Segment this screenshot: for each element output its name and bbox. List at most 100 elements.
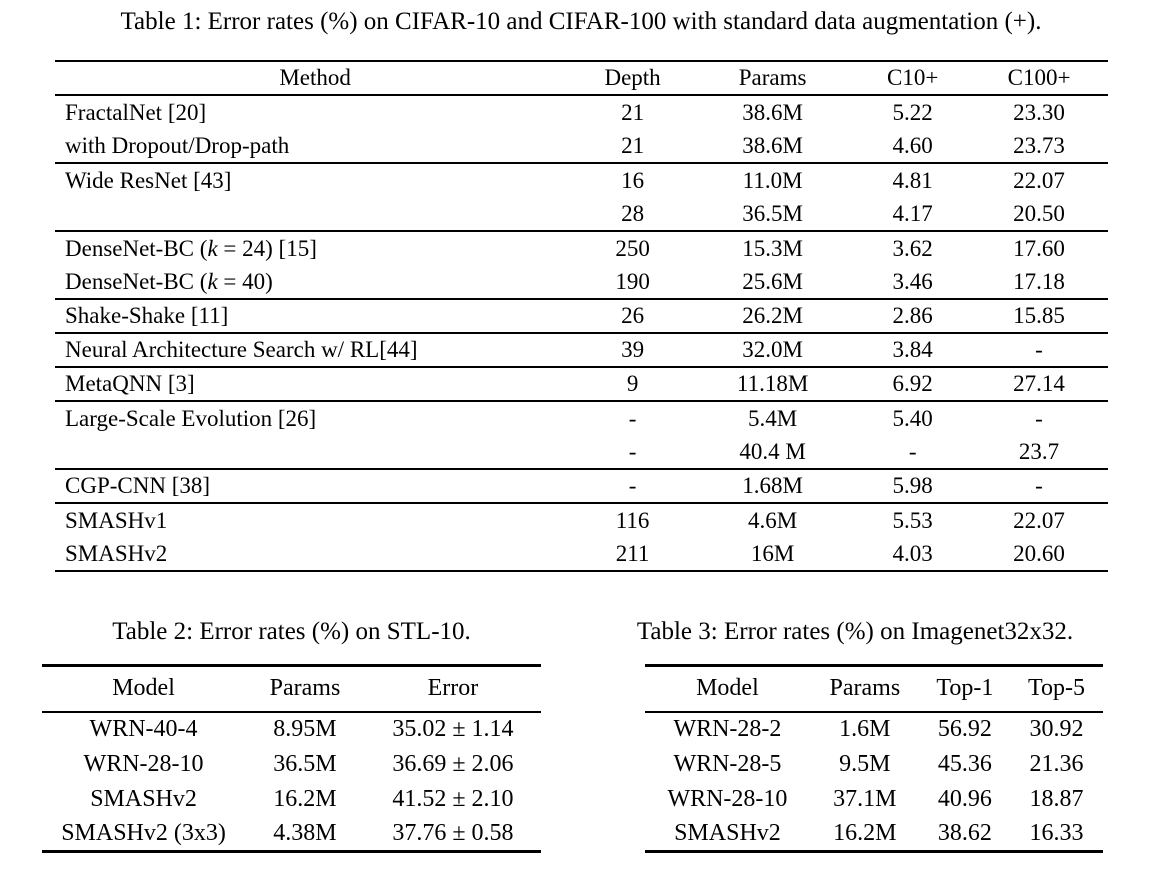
table2-header: Model Params Error (42, 666, 541, 712)
table1-group-3: DenseNet-BC (k = 24) [15] 250 15.3M 3.62 17.… (55, 231, 1108, 299)
table-row: Wide ResNet [43] 16 11.0M 4.81 22.07 (55, 163, 1108, 197)
table-cell: 15.85 (1013, 303, 1065, 328)
table-cell: - (628, 473, 637, 498)
table-cell: 22.07 (1013, 507, 1065, 533)
table1-header-row: Method Depth Params C10+ C100+ (55, 61, 1108, 95)
table-cell: - (1035, 337, 1043, 362)
table3-col-top-5: Top-5 (1028, 675, 1085, 702)
table1-group-1: FractalNet [20] 21 38.6M 5.22 23.30 with Drop… (55, 95, 1108, 163)
table-cell: DenseNet-BC (k = 24) [15] (65, 235, 317, 261)
table-cell: FractalNet [20] (65, 99, 207, 125)
table-row: - 40.4 M - 23.7 (55, 435, 1108, 469)
table-cell: 17.18 (1013, 268, 1065, 294)
table1-col-c100-: C100+ (1007, 65, 1071, 90)
table-cell: 23.30 (1013, 99, 1065, 125)
table2-body: WRN-40-4 8.95M 35.02 ± 1.14 WRN-28-10 36.5M 3… (42, 712, 541, 852)
table3-header: Model Params Top-1 Top-5 (645, 666, 1103, 712)
table1-col-depth: Depth (604, 65, 661, 90)
table-cell: 40.4 M (739, 438, 806, 464)
table3-caption: Table 3: Error rates (%) on Imagenet32x3… (636, 618, 1074, 645)
table-cell: 16.2M (273, 785, 337, 812)
table2-header-row: Model Params Error (42, 666, 541, 712)
table-cell: 16M (750, 540, 795, 566)
table-cell: Wide ResNet [43] (65, 167, 232, 193)
table2-col-error: Error (427, 675, 479, 702)
table-cell: 16.33 (1029, 819, 1084, 846)
table-cell: 39 (621, 337, 645, 362)
table-cell: 190 (615, 268, 650, 294)
table-cell: 18.87 (1029, 785, 1084, 812)
table-row: WRN-28-5 9.5M 45.36 21.36 (645, 747, 1103, 782)
table-row: CGP-CNN [38] - 1.68M 5.98 - (55, 469, 1108, 503)
table-cell: 3.84 (892, 337, 933, 362)
table-cell: 5.53 (892, 507, 933, 533)
table-cell: 3.46 (892, 268, 933, 294)
table-cell: CGP-CNN [38] (65, 473, 211, 498)
table-cell: 5.40 (892, 405, 933, 431)
table-row: WRN-40-4 8.95M 35.02 ± 1.14 (42, 712, 541, 747)
table-cell: - (628, 438, 637, 464)
table-cell: 4.03 (892, 540, 933, 566)
table-cell: 2.86 (892, 303, 933, 328)
table-cell: 16.2M (833, 819, 897, 846)
table-cell: 28 (621, 200, 645, 226)
table-cell: 41.52 ± 2.10 (392, 785, 514, 812)
table-cell: 32.0M (742, 337, 803, 362)
table-cell: 35.02 ± 1.14 (392, 716, 514, 742)
table-cell: 26.2M (742, 303, 803, 328)
table-cell: 56.92 (937, 716, 992, 742)
table1-col-c10-: C10+ (886, 65, 939, 90)
table-cell: 36.69 ± 2.06 (392, 750, 514, 777)
table-cell: 21.36 (1029, 750, 1084, 777)
table2-caption: Table 2: Error rates (%) on STL-10. (112, 618, 471, 645)
table-cell: 11.18M (736, 371, 809, 396)
table-cell: 26 (621, 303, 645, 328)
table-row: Large-Scale Evolution [26] - 5.4M 5.40 - (55, 401, 1108, 435)
table-row: Neural Architecture Search w/ RL[44] 39 32… (55, 333, 1108, 367)
table-cell: SMASHv2 (90, 785, 197, 812)
table1-group-6: MetaQNN [3] 9 11.18M 6.92 27.14 (55, 367, 1108, 401)
table-cell: 11.0M (742, 167, 803, 193)
table-row: SMASHv2 211 16M 4.03 20.60 (55, 537, 1108, 571)
table1-group-8: CGP-CNN [38] - 1.68M 5.98 - (55, 469, 1108, 503)
table-cell: 21 (621, 132, 645, 158)
table-cell: 22.07 (1013, 167, 1065, 193)
table-cell: 38.6M (742, 99, 803, 125)
table-row: DenseNet-BC (k = 24) [15] 250 15.3M 3.62 17.… (55, 231, 1108, 265)
table-cell: 36.5M (742, 200, 803, 226)
table1-col-method: Method (279, 65, 351, 90)
table2-stl10-results: Model Params Error WRN-40-4 8.95M 35.02 ± 1.… (42, 664, 541, 853)
table-cell: WRN-28-10 (83, 750, 204, 777)
table-cell: 37.76 ± 0.58 (392, 819, 514, 846)
table-row: FractalNet [20] 21 38.6M 5.22 23.30 (55, 95, 1108, 129)
table3-imagenet32-results: Model Params Top-1 Top-5 WRN-28-2 1.6M 56.92 3… (645, 664, 1103, 853)
table-cell: 9 (626, 371, 639, 396)
table-cell: MetaQNN [3] (65, 371, 195, 396)
table-cell: 25.6M (742, 268, 803, 294)
table-cell: 16 (621, 167, 645, 193)
table-cell: 4.17 (892, 200, 933, 226)
table3-col-top-1: Top-1 (936, 675, 994, 702)
table-cell: 4.81 (892, 167, 933, 193)
table1-header: Method Depth Params C10+ C100+ (55, 61, 1108, 95)
table-cell: 21 (621, 99, 645, 125)
table-cell: SMASHv2 (65, 540, 168, 566)
table-cell: 5.22 (892, 99, 933, 125)
table-cell: Shake-Shake [11] (65, 303, 229, 328)
table-cell (55, 197, 575, 231)
table-cell: 20.50 (1013, 200, 1065, 226)
table-row: SMASHv2 16.2M 38.62 16.33 (645, 817, 1103, 852)
table-cell: 4.38M (273, 819, 337, 846)
table1-group-7: Large-Scale Evolution [26] - 5.4M 5.40 - - 40.… (55, 401, 1108, 469)
table-cell: 6.92 (892, 371, 933, 396)
table-cell: 211 (615, 540, 650, 566)
table-row: Shake-Shake [11] 26 26.2M 2.86 15.85 (55, 299, 1108, 333)
table-cell: - (1035, 405, 1043, 431)
table-cell: Large-Scale Evolution [26] (65, 405, 317, 431)
table1-group-5: Neural Architecture Search w/ RL[44] 39 32… (55, 333, 1108, 367)
table2-col-model: Model (112, 675, 175, 702)
table-cell: 45.36 (937, 750, 992, 777)
table-cell: 116 (615, 507, 650, 533)
table1-group-9: SMASHv1 116 4.6M 5.53 22.07 SMASHv2 211 16M 4.03… (55, 503, 1108, 571)
table-row: MetaQNN [3] 9 11.18M 6.92 27.14 (55, 367, 1108, 401)
